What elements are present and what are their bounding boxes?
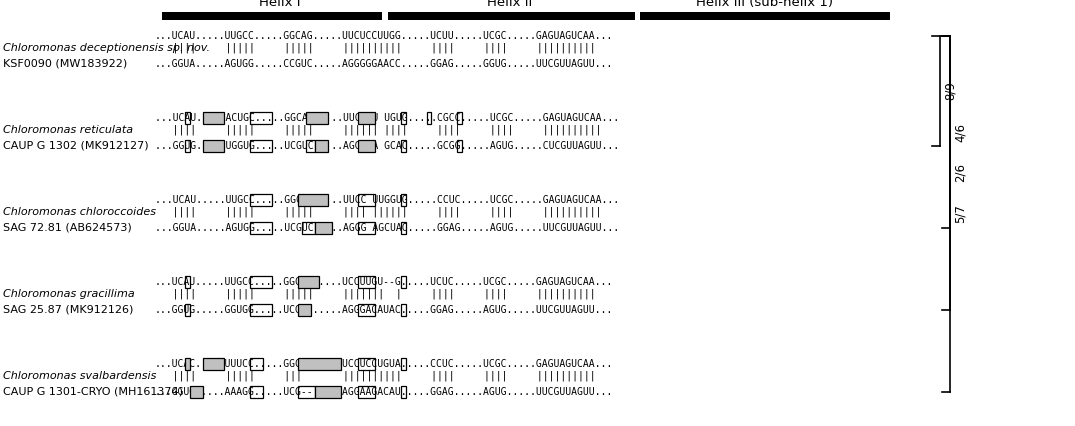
Bar xyxy=(189,386,202,398)
Text: ||||     |||||     |||       ||||||||||     ||||     ||||     ||||||||||: |||| ||||| ||| |||||||||| |||| |||| ||||… xyxy=(155,371,613,381)
Text: Chloromonas deceptionensis sp. nov.: Chloromonas deceptionensis sp. nov. xyxy=(3,43,210,53)
Bar xyxy=(401,194,405,206)
Bar xyxy=(315,140,328,152)
Text: Chloromonas gracillima: Chloromonas gracillima xyxy=(3,289,134,299)
Bar xyxy=(427,112,431,124)
Bar xyxy=(250,222,272,234)
Text: ||||     |||||     |||||     |||||||  |     ||||     ||||     ||||||||||: |||| ||||| ||||| ||||||| | |||| |||| |||… xyxy=(155,289,613,299)
Text: ||||     |||||     |||||     |||| ||||||     ||||     ||||     ||||||||||: |||| ||||| ||||| |||| |||||| |||| |||| |… xyxy=(155,207,619,217)
Bar xyxy=(358,140,375,152)
Bar xyxy=(185,276,189,288)
Bar xyxy=(202,112,224,124)
Text: ...GGUG.....GGUGG.....UCGUC.....AGGGACAUAC.....GGAG.....AGUG.....UUCGUUAGUU...: ...GGUG.....GGUGG.....UCGUC.....AGGGACAU… xyxy=(155,305,613,315)
Bar xyxy=(358,222,375,234)
Text: ...UCAU.....UUGCC.....GGCAG.....UUCC UUGGUG.....CCUC.....UCGC.....GAGUAGUCAA...: ...UCAU.....UUGCC.....GGCAG.....UUCC UUG… xyxy=(155,195,619,205)
Bar xyxy=(250,386,263,398)
Bar xyxy=(457,112,462,124)
Bar xyxy=(302,222,315,234)
Bar xyxy=(162,12,382,20)
Bar xyxy=(298,304,311,316)
Bar xyxy=(298,276,319,288)
Text: ...UCAU.....UUGCC.....GGCAG.....UUCUCCUUGG.....UCUU.....UCGC.....GAGUAGUCAA...: ...UCAU.....UUGCC.....GGCAG.....UUCUCCUU… xyxy=(155,31,613,41)
Text: CAUP G 1301-CRYO (MH161374): CAUP G 1301-CRYO (MH161374) xyxy=(3,386,183,396)
Text: Helix III (sub-helix 1): Helix III (sub-helix 1) xyxy=(697,0,833,9)
Text: ...GGUG.....AAAGG.....UCG--.....AGGAAGACAU.....GGAG.....AGUG.....UUCGUUAGUU...: ...GGUG.....AAAGG.....UCG--.....AGGAAGAC… xyxy=(155,387,613,397)
Bar xyxy=(388,12,635,20)
Text: Helix II: Helix II xyxy=(487,0,532,9)
Bar xyxy=(185,304,189,316)
Bar xyxy=(401,140,405,152)
Text: ...GGUA.....AGUGG.....UCGUC.....AGGG AGCUAC.....GGAG.....AGUG.....UUCGUUAGUU...: ...GGUA.....AGUGG.....UCGUC.....AGGG AGC… xyxy=(155,223,619,233)
Bar xyxy=(298,358,341,370)
Bar xyxy=(401,358,405,370)
Text: ||||     |||||     |||||     |||||| ||||     ||||     ||||     ||||||||||: |||| ||||| ||||| |||||| |||| |||| |||| |… xyxy=(155,125,619,135)
Text: ...UCAU.....ACUGC.....GGCAG.....UUCCCU UGUG.....CGCC.....UCGC.....GAGUAGUCAA...: ...UCAU.....ACUGC.....GGCAG.....UUCCCU U… xyxy=(155,113,619,123)
Bar xyxy=(358,304,375,316)
Bar xyxy=(358,358,375,370)
Bar xyxy=(250,276,272,288)
Bar xyxy=(250,358,263,370)
Text: 4/6: 4/6 xyxy=(954,123,968,141)
Bar xyxy=(358,386,375,398)
Bar xyxy=(185,358,189,370)
Bar xyxy=(358,194,375,206)
Text: 2/6: 2/6 xyxy=(954,164,968,182)
Text: Chloromonas chloroccoides: Chloromonas chloroccoides xyxy=(3,207,156,217)
Bar xyxy=(250,140,272,152)
Bar xyxy=(401,222,405,234)
Bar xyxy=(250,112,272,124)
Text: SAG 25.87 (MK912126): SAG 25.87 (MK912126) xyxy=(3,304,133,314)
Text: 8/9: 8/9 xyxy=(944,81,957,101)
Bar xyxy=(401,304,405,316)
Bar xyxy=(306,140,315,152)
Text: ...GGUG.....UGGUG.....UCGUC.....AGGGGA GCAC.....GCGG.....AGUG.....CUCGUUAGUU...: ...GGUG.....UGGUG.....UCGUC.....AGGGGA G… xyxy=(155,141,619,151)
Text: ...UCAC.....UUUCC.....GGC--.....UCCUCCUGUA.....CCUC.....UCGC.....GAGUAGUCAA...: ...UCAC.....UUUCC.....GGC--.....UCCUCCUG… xyxy=(155,359,613,369)
Bar xyxy=(298,386,315,398)
Text: Helix I: Helix I xyxy=(259,0,301,9)
Text: ...UCAU.....UUGCC.....GGCAG.....UCCUUGU--G.....UCUC.....UCGC.....GAGUAGUCAA...: ...UCAU.....UUGCC.....GGCAG.....UCCUUGU-… xyxy=(155,277,613,287)
Bar xyxy=(315,386,341,398)
Bar xyxy=(358,112,375,124)
Text: 5/7: 5/7 xyxy=(954,204,968,224)
Text: ||||     |||||     |||||     ||||||||||     ||||     ||||     ||||||||||: |||| ||||| ||||| |||||||||| |||| |||| ||… xyxy=(155,43,613,53)
Bar xyxy=(401,386,405,398)
Bar xyxy=(202,140,224,152)
Bar xyxy=(306,112,328,124)
Text: ...GGUA.....AGUGG.....CCGUC.....AGGGGGAACC.....GGAG.....GGUG.....UUCGUUAGUU...: ...GGUA.....AGUGG.....CCGUC.....AGGGGGAA… xyxy=(155,59,613,69)
Text: KSF0090 (MW183922): KSF0090 (MW183922) xyxy=(3,58,127,68)
Bar xyxy=(640,12,890,20)
Text: SAG 72.81 (AB624573): SAG 72.81 (AB624573) xyxy=(3,222,132,232)
Bar xyxy=(315,222,332,234)
Bar xyxy=(250,194,272,206)
Bar xyxy=(401,276,405,288)
Text: Chloromonas reticulata: Chloromonas reticulata xyxy=(3,125,133,135)
Bar xyxy=(298,194,328,206)
Bar xyxy=(250,304,272,316)
Bar xyxy=(401,112,405,124)
Text: Chloromonas svalbardensis: Chloromonas svalbardensis xyxy=(3,371,156,381)
Bar xyxy=(185,112,189,124)
Bar xyxy=(457,140,462,152)
Bar xyxy=(358,276,375,288)
Bar xyxy=(202,358,224,370)
Bar xyxy=(185,140,189,152)
Text: CAUP G 1302 (MK912127): CAUP G 1302 (MK912127) xyxy=(3,140,148,150)
